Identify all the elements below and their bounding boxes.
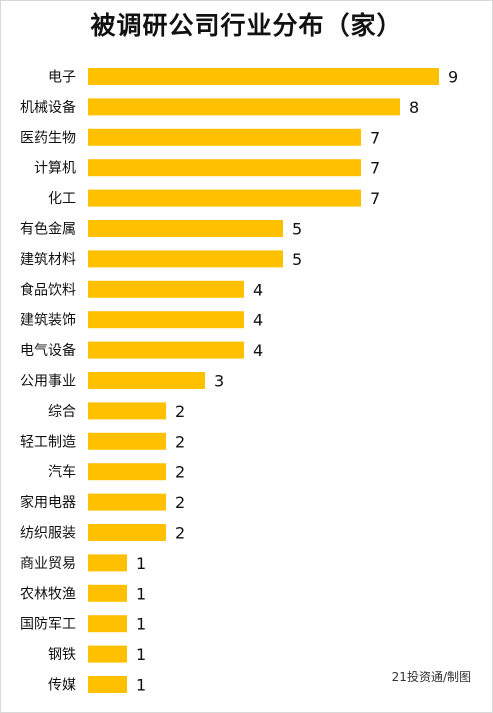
bar — [88, 493, 166, 511]
category-label: 公用事业 — [20, 374, 76, 390]
category-label: 计算机 — [34, 161, 76, 177]
value-label: 3 — [214, 372, 224, 391]
bar — [88, 159, 361, 177]
value-label: 2 — [175, 493, 185, 512]
value-label: 2 — [175, 402, 185, 421]
category-label: 综合 — [48, 404, 76, 420]
bar — [88, 372, 205, 389]
value-label: 4 — [253, 280, 263, 299]
value-label: 2 — [175, 463, 185, 482]
category-label: 农林牧渔 — [20, 586, 76, 602]
category-label: 传媒 — [48, 678, 76, 694]
bar — [88, 68, 439, 85]
category-label: 电气设备 — [20, 342, 76, 359]
value-label: 9 — [448, 68, 458, 87]
value-label: 4 — [253, 311, 263, 330]
bar — [88, 341, 244, 359]
bar — [88, 524, 166, 541]
category-label: 机械设备 — [20, 99, 76, 116]
bar — [88, 402, 166, 420]
value-label: 7 — [370, 159, 380, 178]
value-label: 1 — [136, 584, 146, 603]
category-label: 有色金属 — [20, 221, 76, 238]
value-label: 1 — [136, 615, 146, 634]
bar — [88, 250, 283, 268]
value-label: 1 — [136, 554, 146, 573]
value-label: 7 — [370, 128, 380, 147]
value-label: 1 — [136, 676, 146, 695]
bar — [88, 554, 127, 572]
bar — [88, 220, 283, 237]
value-label: 2 — [175, 524, 185, 543]
category-label: 化工 — [48, 191, 76, 207]
bar — [88, 311, 244, 329]
category-label: 建筑装饰 — [20, 313, 76, 329]
value-label: 2 — [175, 432, 185, 451]
value-label: 5 — [292, 220, 302, 239]
value-label: 1 — [136, 645, 146, 664]
category-label: 汽车 — [48, 464, 76, 481]
category-label: 医药生物 — [20, 130, 76, 146]
bar — [88, 463, 166, 481]
category-label: 食品饮料 — [20, 281, 76, 298]
bar — [88, 615, 127, 633]
chart-title: 被调研公司行业分布（家） — [90, 11, 403, 40]
category-label: 钢铁 — [48, 647, 76, 663]
bar — [88, 189, 361, 207]
category-label: 商业贸易 — [20, 556, 76, 572]
bar — [88, 432, 166, 450]
bar — [88, 128, 361, 146]
value-label: 4 — [253, 341, 263, 360]
category-label: 家用电器 — [20, 494, 76, 511]
category-label: 电子 — [48, 70, 76, 86]
value-label: 8 — [409, 98, 419, 117]
value-label: 7 — [370, 189, 380, 208]
bar — [88, 98, 400, 116]
bar — [88, 645, 127, 663]
bar — [88, 280, 244, 298]
category-label: 纺织服装 — [20, 526, 76, 542]
credit-text: 21投资通/制图 — [391, 670, 471, 684]
value-label: 5 — [292, 250, 302, 269]
category-label: 国防军工 — [20, 617, 76, 633]
category-label: 轻工制造 — [20, 434, 76, 450]
bar — [88, 676, 127, 693]
category-label: 建筑材料 — [20, 252, 76, 268]
bar — [88, 584, 127, 602]
